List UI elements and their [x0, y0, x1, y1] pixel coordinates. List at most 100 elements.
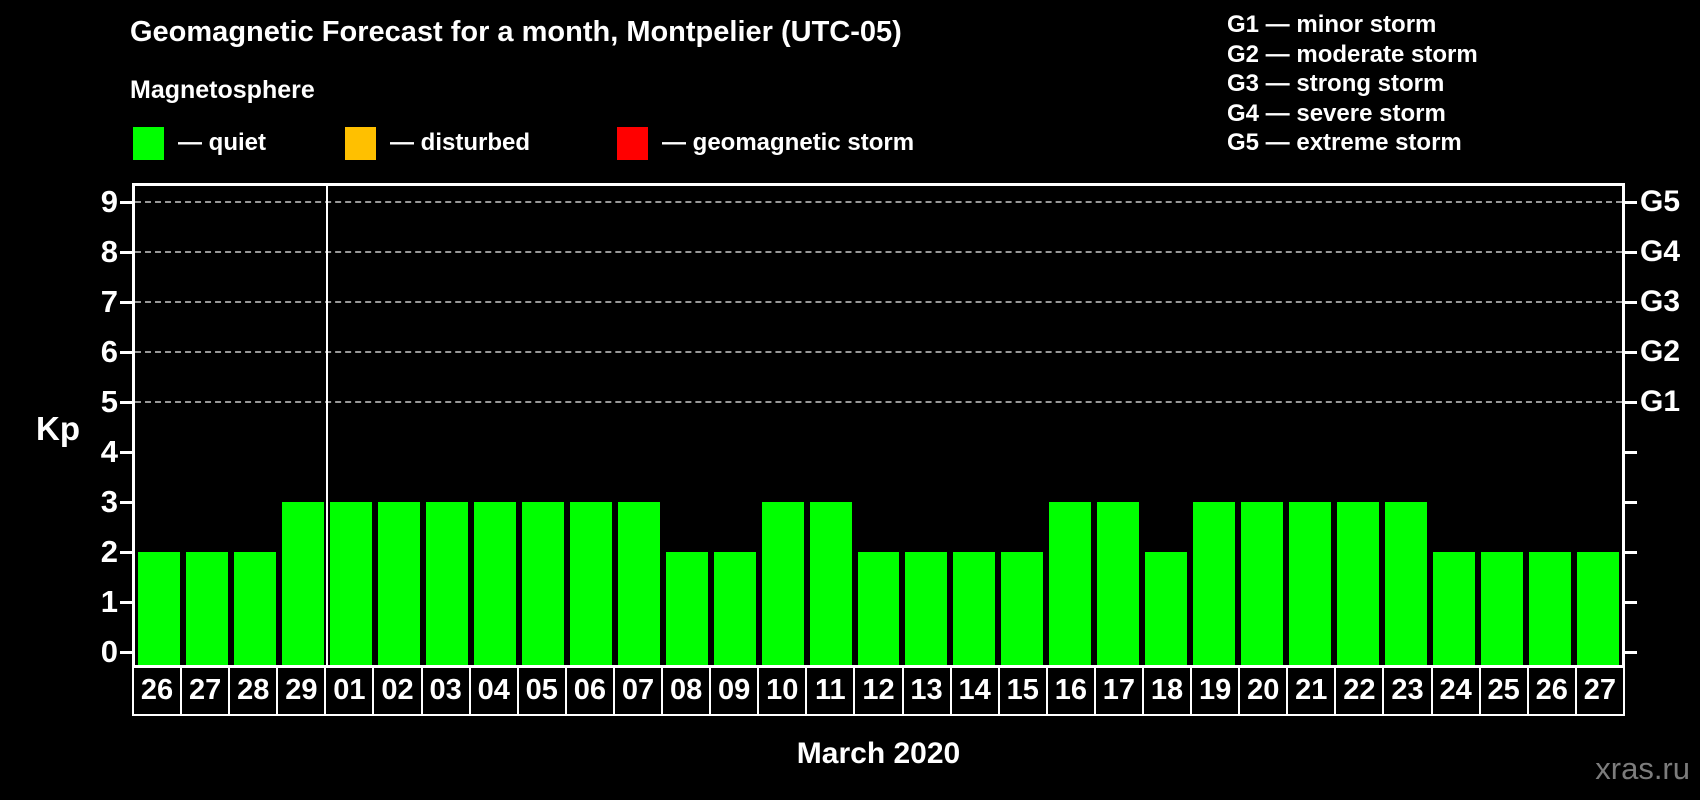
y-tick-right-7	[1625, 301, 1637, 304]
kp-bar-day-08	[665, 552, 708, 665]
right-axis-label-g3: G3	[1640, 285, 1681, 318]
date-cell-30: 27	[1583, 674, 1616, 706]
kp-bar-day-25	[1481, 552, 1524, 665]
date-cell-17: 14	[952, 668, 1000, 714]
kp-bar-day-21	[1289, 502, 1332, 665]
y-axis-title: Kp	[36, 410, 80, 447]
y-axis-label-2: 2	[100, 534, 118, 569]
right-axis-label-g4: G4	[1640, 235, 1681, 268]
kp-bar-day-24	[1433, 552, 1476, 665]
quiet-color-swatch	[133, 126, 164, 160]
kp-bar-day-05	[521, 502, 564, 665]
right-axis-label-g5: G5	[1640, 185, 1681, 218]
kp-bar-day-27	[1577, 552, 1619, 665]
kp-bar-day-19	[1193, 502, 1236, 665]
kp-bar-day-01	[329, 502, 372, 665]
g-scale-item-g3: G3 — strong storm	[1227, 70, 1445, 97]
date-cell-26: 23	[1384, 668, 1433, 714]
date-cell-19: 16	[1048, 668, 1096, 714]
g-scale-item-g4: G4 — severe storm	[1227, 99, 1446, 127]
date-cell-9: 06	[567, 668, 615, 714]
date-cell-0: 26	[134, 668, 183, 714]
g-scale-item-g5: G5 — extreme storm	[1227, 129, 1462, 156]
gridline-kp5	[135, 401, 1622, 403]
plot-inner	[120, 186, 1637, 665]
y-axis-label-5: 5	[100, 384, 118, 419]
kp-bar-day-18	[1145, 552, 1188, 665]
y-tick-right-0	[1625, 651, 1637, 654]
kp-bar-day-07	[617, 502, 660, 665]
y-axis-label-4: 4	[100, 434, 118, 469]
date-cell-5: 02	[374, 668, 423, 714]
y-tick-left-9	[120, 201, 132, 204]
date-cell-22: 19	[1192, 668, 1241, 714]
gridline-kp8	[135, 251, 1622, 253]
kp-bar-day-02	[377, 502, 420, 665]
y-axis-label-7: 7	[100, 284, 118, 319]
kp-bar-day-11	[809, 502, 852, 665]
date-cell-7: 04	[471, 668, 519, 714]
kp-bar-day-29	[281, 502, 324, 665]
y-tick-right-6	[1625, 351, 1637, 354]
date-cell-23: 20	[1240, 668, 1289, 714]
kp-bar-day-17	[1097, 502, 1140, 665]
date-cell-8: 05	[519, 668, 567, 714]
date-cell-12: 09	[711, 668, 760, 714]
date-cell-15: 12	[855, 668, 904, 714]
date-cell-13: 10	[759, 668, 808, 714]
date-cell-4: 01	[326, 668, 375, 714]
gridline-kp7	[135, 301, 1622, 303]
kp-bar-day-04	[473, 502, 516, 665]
g-scale-item-g2: G2 — moderate storm	[1227, 40, 1478, 68]
kp-bar-day-12	[857, 552, 900, 665]
y-tick-left-8	[120, 251, 132, 254]
plot-area	[120, 183, 1637, 668]
kp-bar-day-09	[713, 552, 756, 665]
g-scale-item-g1: G1 — minor storm	[1227, 11, 1437, 38]
watermark: xras.ru	[1595, 751, 1690, 786]
kp-bar-day-23	[1385, 502, 1428, 665]
y-tick-right-2	[1625, 551, 1637, 554]
date-cell-25: 22	[1336, 668, 1385, 714]
legend-label-quiet: — quiet	[178, 129, 266, 156]
date-cell-28: 25	[1481, 668, 1529, 714]
month-separator-line	[325, 186, 328, 665]
kp-bar-day-26	[138, 552, 180, 665]
storm-color-swatch	[617, 126, 648, 160]
y-tick-right-3	[1625, 501, 1637, 504]
g-scale-legend: G1 — minor storm G2 — moderate storm G3 — …	[1227, 10, 1478, 158]
kp-bar-day-10	[761, 502, 804, 665]
y-tick-left-0	[120, 651, 132, 654]
date-cell-3: 29	[278, 668, 327, 714]
kp-bar-day-13	[905, 552, 948, 665]
x-axis-title: March 2020	[796, 737, 961, 770]
kp-bar-day-22	[1337, 502, 1380, 665]
date-cell-29: 26	[1529, 668, 1577, 714]
kp-bar-day-20	[1241, 502, 1284, 665]
y-tick-left-2	[120, 551, 132, 554]
kp-bar-day-16	[1049, 502, 1092, 665]
chart-title: Geomagnetic Forecast for a month, Montpe…	[130, 16, 902, 48]
kp-bar-day-26	[1529, 552, 1572, 665]
magnetosphere-label: Magnetosphere	[130, 76, 315, 104]
date-cell-18: 15	[1000, 668, 1048, 714]
kp-bar-day-27	[185, 552, 228, 665]
date-cell-21: 18	[1144, 668, 1193, 714]
kp-bar-day-14	[953, 552, 996, 665]
y-tick-left-3	[120, 501, 132, 504]
right-axis-label-g1: G1	[1640, 385, 1681, 418]
y-tick-left-4	[120, 451, 132, 454]
date-cell-10: 07	[615, 668, 664, 714]
y-tick-right-5	[1625, 401, 1637, 404]
date-cell-27: 24	[1433, 668, 1481, 714]
date-cell-16: 13	[904, 668, 952, 714]
y-tick-left-5	[120, 401, 132, 404]
disturbed-color-swatch	[345, 126, 376, 160]
kp-bar-day-03	[425, 502, 468, 665]
legend-label-disturbed: — disturbed	[390, 129, 531, 156]
y-tick-left-6	[120, 351, 132, 354]
legend-item-storm: — geomagnetic storm	[617, 126, 914, 160]
y-axis-label-3: 3	[100, 484, 118, 519]
date-cell-14: 11	[807, 668, 856, 714]
y-tick-right-8	[1625, 251, 1637, 254]
